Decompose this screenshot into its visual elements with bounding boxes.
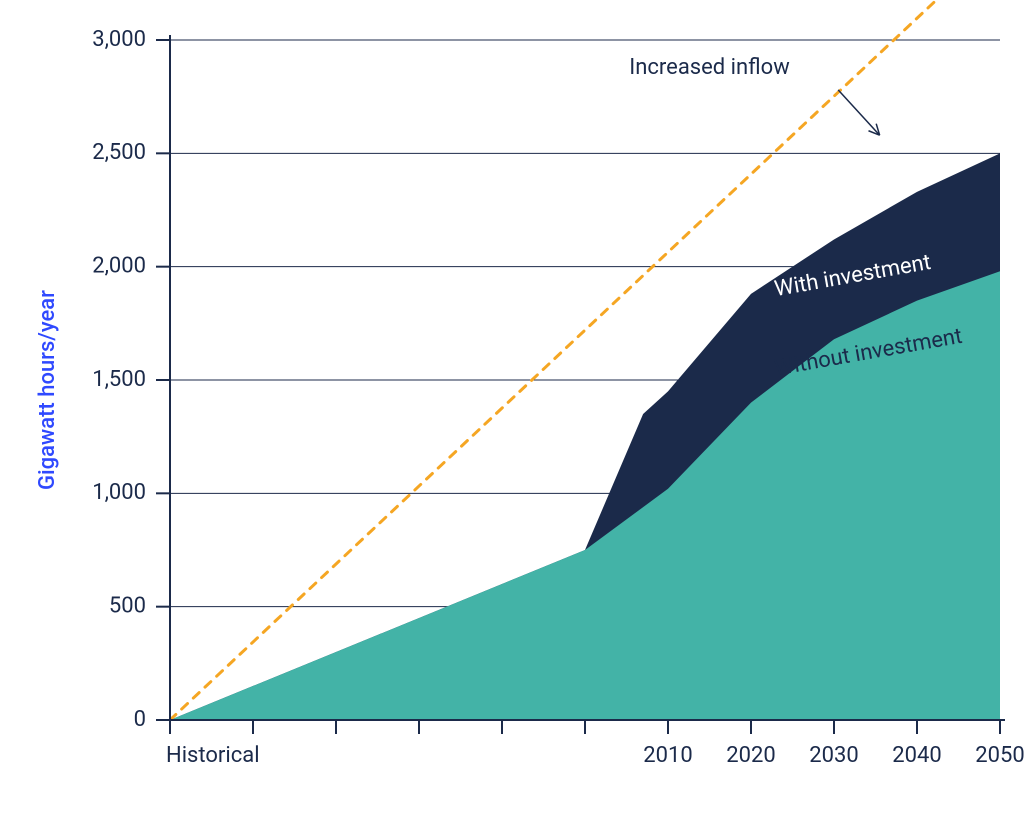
x-tick-label: 2050 [975, 743, 1024, 768]
energy-area-chart: 0 500 1,000 1,500 2,000 2,500 3,000 Historical 2… [0, 0, 1024, 813]
y-tick-label: 3,000 [92, 27, 146, 52]
label-increased-inflow: Increased inflow [629, 55, 790, 80]
chart-svg: 0 500 1,000 1,500 2,000 2,500 3,000 Historical 2… [0, 0, 1024, 813]
y-tick-label: 0 [134, 707, 146, 732]
x-tick-label: 2030 [809, 743, 858, 768]
x-tick-label: Historical [166, 743, 260, 768]
y-tick-label: 500 [109, 593, 146, 618]
x-tick-label: 2010 [643, 743, 692, 768]
y-tick-label: 2,500 [92, 140, 146, 165]
y-tick-label: 1,500 [92, 367, 146, 392]
y-tick-label: 2,000 [92, 253, 146, 278]
y-tick-label: 1,000 [92, 480, 146, 505]
y-axis-label: Gigawatt hours/year [35, 290, 60, 490]
x-tick-label: 2040 [892, 743, 941, 768]
x-tick-label: 2020 [726, 743, 775, 768]
